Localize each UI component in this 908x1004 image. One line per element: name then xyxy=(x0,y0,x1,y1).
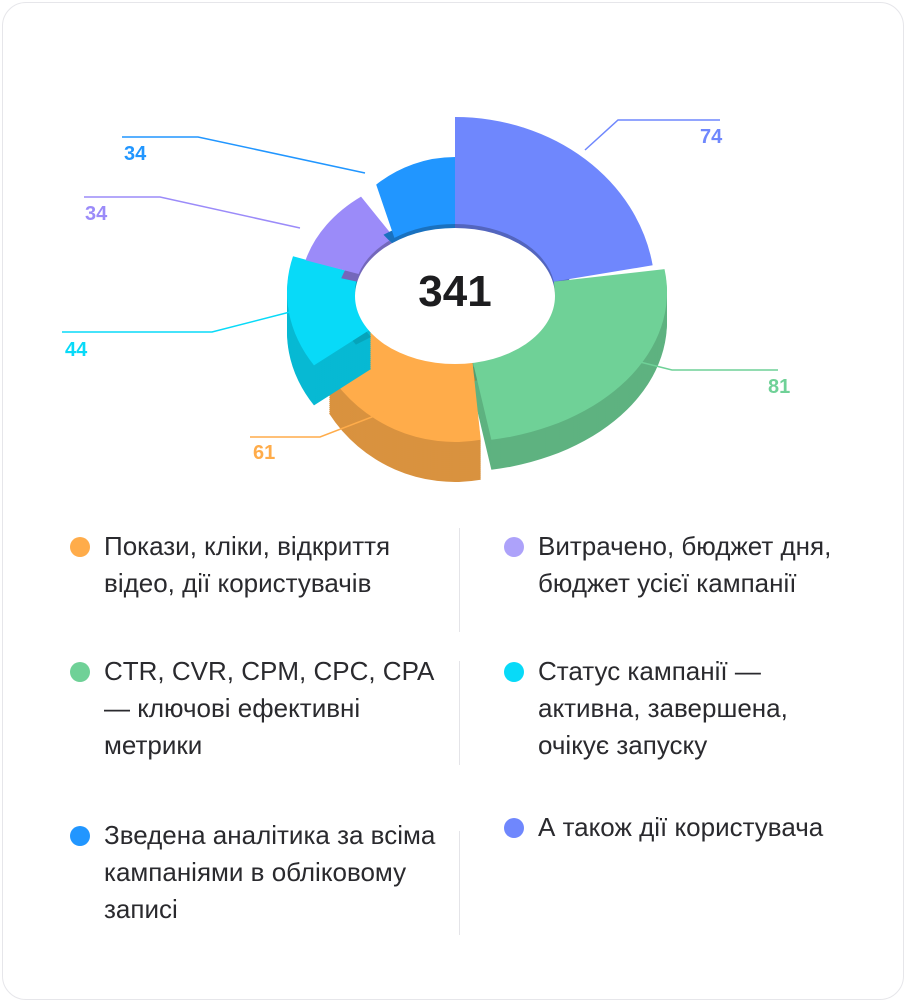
legend-item: А також дії користувача xyxy=(460,809,850,928)
data-label: 81 xyxy=(768,376,790,398)
legend-divider xyxy=(459,831,460,935)
legend-item: Зведена аналітика за всіма кампаніями в … xyxy=(70,817,460,928)
legend-dot xyxy=(70,662,90,682)
legend-dot xyxy=(70,826,90,846)
donut-slice xyxy=(455,117,653,282)
legend-text: А також дії користувача xyxy=(538,812,824,842)
data-label: 44 xyxy=(65,339,88,361)
legend-item: Статус кампанії — активна, завершена, оч… xyxy=(460,653,850,821)
data-label: 34 xyxy=(85,203,108,225)
leader-line xyxy=(584,119,720,151)
donut-chart: 74 81 61 44 34 34 341 xyxy=(62,117,790,483)
leader-line xyxy=(62,311,291,333)
legend-divider xyxy=(459,661,460,765)
data-label: 34 xyxy=(124,143,147,165)
legend-dot xyxy=(504,537,524,557)
donut-slice xyxy=(376,157,455,238)
legend-text: CTR, CVR, CPM, CPC, CPA — ключові ефекти… xyxy=(104,656,433,760)
legend-text: Зведена аналітика за всіма кампаніями в … xyxy=(104,820,436,924)
legend-dot xyxy=(504,818,524,838)
legend-item: CTR, CVR, CPM, CPC, CPA — ключові ефекти… xyxy=(70,653,460,821)
legend-item: Покази, кліки, відкриття відео, дії кори… xyxy=(70,528,460,653)
leader-line xyxy=(639,361,778,371)
total-value: 341 xyxy=(418,267,491,316)
legend-text: Покази, кліки, відкриття відео, дії кори… xyxy=(104,531,391,598)
legend-divider xyxy=(459,528,460,632)
legend-text: Статус кампанії — активна, завершена, оч… xyxy=(538,656,788,760)
data-label: 61 xyxy=(253,442,275,464)
legend-item: Витрачено, бюджет дня, бюджет усієї камп… xyxy=(460,528,850,653)
leader-line xyxy=(122,136,366,174)
legend-dot xyxy=(504,662,524,682)
legend-dot xyxy=(70,537,90,557)
legend-text: Витрачено, бюджет дня, бюджет усієї камп… xyxy=(538,531,832,598)
leader-line xyxy=(84,196,301,229)
donut-slice xyxy=(287,256,372,366)
leader-line xyxy=(250,407,396,438)
donut-slice xyxy=(305,196,395,274)
legend: Покази, кліки, відкриття відео, дії кори… xyxy=(70,528,850,935)
data-label: 74 xyxy=(700,126,723,148)
donut-slice xyxy=(472,269,667,440)
donut-hole xyxy=(355,228,555,364)
